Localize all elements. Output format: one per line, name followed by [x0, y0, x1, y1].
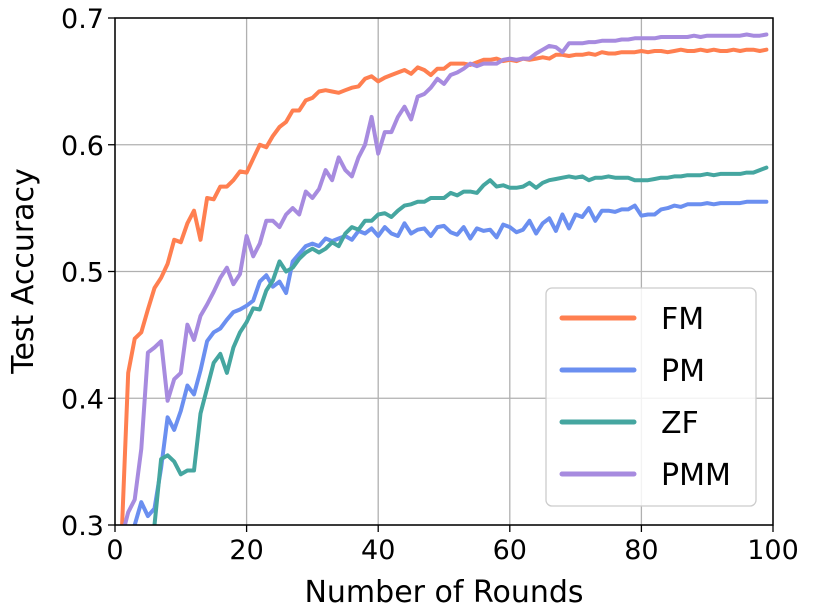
- x-tick-label: 0: [106, 535, 123, 566]
- series-line-zf: [152, 165, 769, 525]
- series-line-pm: [132, 199, 769, 525]
- legend-label-pm: PM: [661, 354, 705, 389]
- legend: FM PM ZF PMM: [545, 287, 757, 507]
- x-tick-label: 60: [493, 535, 527, 566]
- legend-label-pmm: PMM: [661, 458, 731, 493]
- x-axis-label: Number of Rounds: [304, 575, 583, 610]
- series-line-pmm: [122, 32, 769, 525]
- ticks: 0 20 40 60 80 100 0.3 0.4 0.5 0.6 0.7: [61, 4, 799, 566]
- y-tick-label: 0.3: [61, 511, 104, 542]
- y-tick-label: 0.6: [61, 131, 104, 162]
- y-axis-label: Test Accuracy: [6, 168, 41, 375]
- series-group: [120, 32, 769, 525]
- legend-label-zf: ZF: [661, 406, 699, 441]
- legend-label-fm: FM: [661, 302, 704, 337]
- y-tick-label: 0.5: [61, 258, 104, 289]
- x-tick-label: 20: [229, 535, 263, 566]
- y-tick-label: 0.7: [61, 4, 104, 35]
- x-tick-label: 100: [747, 535, 799, 566]
- series-line-fm: [120, 47, 769, 525]
- y-tick-label: 0.4: [61, 384, 104, 415]
- x-tick-label: 80: [624, 535, 658, 566]
- x-tick-label: 40: [361, 535, 395, 566]
- legend-box: [545, 287, 757, 507]
